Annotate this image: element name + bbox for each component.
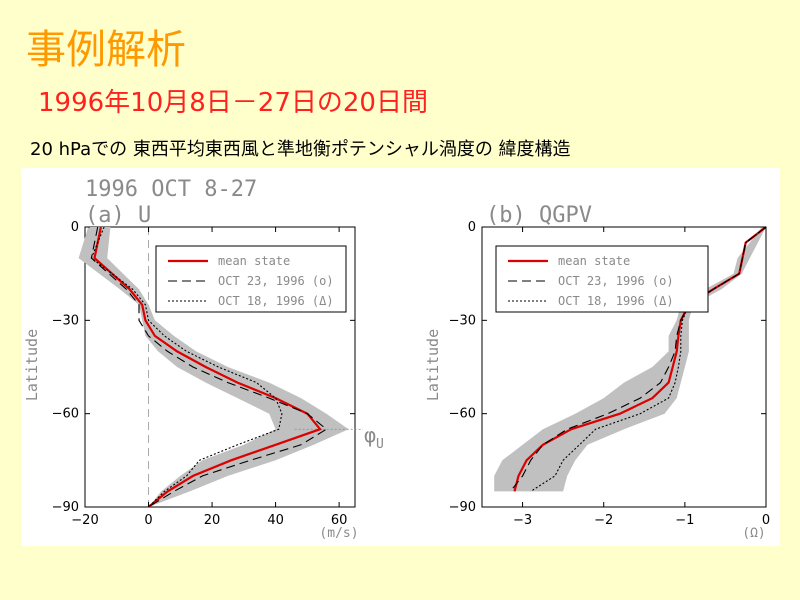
series-line-solid xyxy=(93,226,322,508)
legend-label: OCT 18, 1996 (Δ) xyxy=(558,294,674,308)
plot-b: −3 −2 −1 0 0 −30 −60 −90 mean state OCT 23, 1996 … xyxy=(449,220,771,528)
y-tick-label: −60 xyxy=(449,407,476,422)
variability-band xyxy=(494,227,766,492)
legend-label: mean state xyxy=(218,254,290,268)
panel-b-xlabel: (Ω) xyxy=(742,526,765,541)
panel-b-ylabel: Latitude xyxy=(424,329,442,401)
slide-description: 20 hPaでの 東西平均東西風と準地衡ポテンシャル渦度の 緯度構造 xyxy=(30,139,571,160)
legend-label: mean state xyxy=(558,254,630,268)
figure-panel: 1996 OCT 8-27 (a) U Latitude (m/s) φU (b… xyxy=(21,168,780,546)
x-tick-label: −3 xyxy=(513,513,532,528)
legend-box xyxy=(155,245,347,313)
plot-frame xyxy=(84,226,356,508)
panel-a-label: (a) U xyxy=(85,203,151,228)
x-tick-label: 40 xyxy=(267,513,284,528)
y-tick-label: −90 xyxy=(449,500,476,515)
y-tick-label: 0 xyxy=(468,220,476,235)
y-tick-label: 0 xyxy=(71,220,79,235)
phi-subscript: U xyxy=(376,437,384,452)
panel-b-label: (b) QGPV xyxy=(486,203,592,228)
variability-band xyxy=(78,227,349,507)
panel-a-ylabel: Latitude xyxy=(23,329,41,401)
plot-a: −20 0 20 40 60 0 −30 −60 −90 mean state OCT 23, 19… xyxy=(52,220,363,528)
legend-label: OCT 23, 1996 (o) xyxy=(218,274,334,288)
legend-label: OCT 18, 1996 (Δ) xyxy=(218,294,334,308)
x-tick-label: −1 xyxy=(675,513,694,528)
series-line-dashed xyxy=(90,226,328,508)
x-tick-label: −2 xyxy=(594,513,613,528)
series-line-dotted xyxy=(530,226,767,492)
panel-a-xlabel: (m/s) xyxy=(319,526,358,541)
panel-a-title: 1996 OCT 8-27 xyxy=(85,177,257,202)
slide-subtitle: 1996年10月8日－27日の20日間 xyxy=(38,88,428,118)
x-tick-label: 0 xyxy=(144,513,152,528)
x-tick-label: 20 xyxy=(204,513,221,528)
y-tick-label: −90 xyxy=(52,500,79,515)
plot-frame xyxy=(481,226,767,508)
x-tick-label: 60 xyxy=(331,513,348,528)
y-tick-label: −30 xyxy=(449,313,476,328)
figure-svg: 1996 OCT 8-27 (a) U Latitude (m/s) φU (b… xyxy=(23,177,771,541)
series-line-dotted xyxy=(90,226,283,508)
phi-symbol: φ xyxy=(364,423,376,447)
x-tick-label: 0 xyxy=(762,513,770,528)
x-tick-label: −20 xyxy=(71,513,98,528)
slide-title: 事例解析 xyxy=(26,27,186,73)
y-tick-label: −60 xyxy=(52,407,79,422)
legend-label: OCT 23, 1996 (o) xyxy=(558,274,674,288)
y-tick-label: −30 xyxy=(52,313,79,328)
legend-box xyxy=(495,245,709,313)
phi-u-annotation: φU xyxy=(364,423,384,452)
